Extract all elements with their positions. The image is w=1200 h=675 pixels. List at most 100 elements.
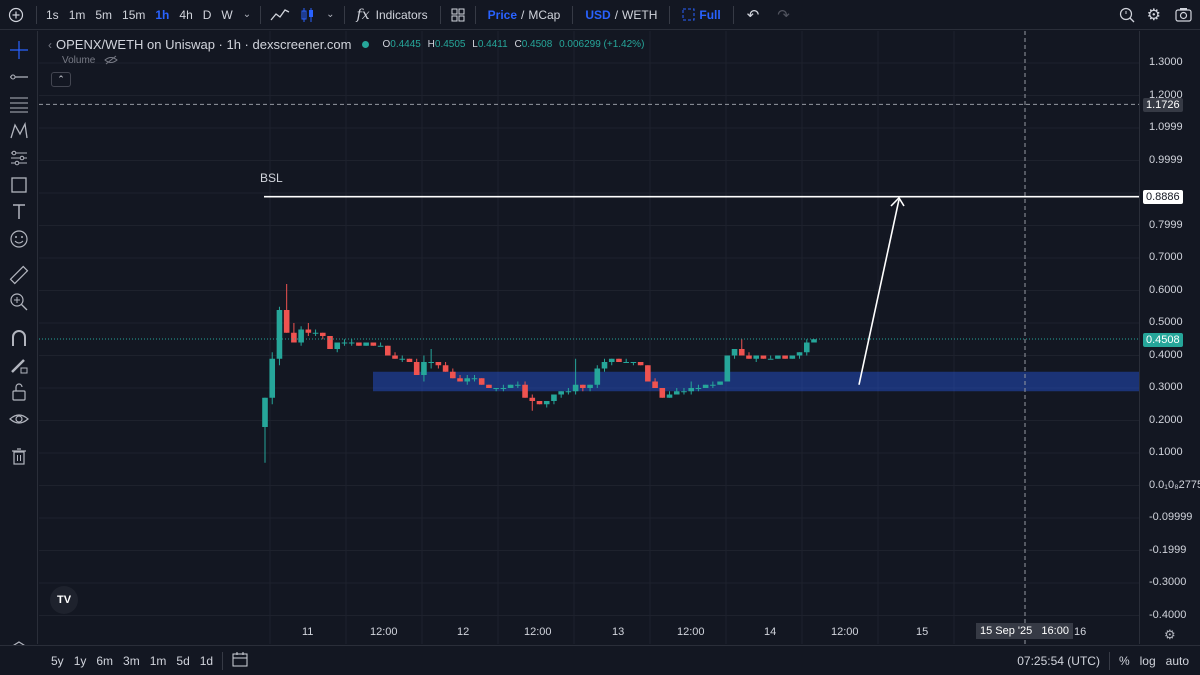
candle-up [551,394,557,401]
text-icon [13,204,25,219]
mcap-option[interactable]: MCap [528,7,561,22]
weth-option[interactable]: WETH [622,7,658,22]
last-price-tag: 0.4508 [1143,333,1183,347]
volume-label: Volume [62,55,96,66]
symbol-title[interactable]: OPENX/WETH on Uniswap · 1h · dexscreener… [56,37,352,52]
candle-chart-type-button[interactable] [295,0,321,30]
high-value: 0.4505 [434,39,466,50]
volume-legend[interactable]: Volume [62,55,118,66]
unlock-icon [12,383,26,401]
price-axis[interactable]: 1.3000 1.2000 1.0999 0.9999 0.7999 0.7000 0.60… [1139,31,1200,644]
fib-tool-button[interactable] [6,147,32,169]
interval-button-4h[interactable]: 4h [179,7,193,22]
crosshair-tool-button[interactable] [6,39,32,61]
goto-date-button[interactable] [227,651,253,670]
low-value: 0.4411 [477,39,508,50]
price-tick: 0.6000 [1149,283,1183,296]
range-button-1y[interactable]: 1y [73,653,87,668]
candle-down [616,358,622,362]
interval-button-1m[interactable]: 1m [68,7,86,22]
axis-settings-button[interactable]: ⚙ [1164,627,1176,643]
trendline-tool-button[interactable] [6,66,32,88]
sliders-icon [11,150,27,166]
quick-search-button[interactable] [1113,0,1141,30]
horizontal-lines-tool-button[interactable] [6,93,32,115]
range-button-6m[interactable]: 6m [96,653,114,668]
demand-zone-box [373,371,1139,392]
candle-down [652,381,658,388]
interval-button-1h[interactable]: 1h [155,7,170,22]
text-tool-button[interactable] [6,201,32,223]
price-option[interactable]: Price [487,7,517,22]
range-button-1d[interactable]: 1d [199,653,214,668]
candle-up [572,384,579,392]
candle-down [450,371,456,379]
screenshot-button[interactable] [1167,0,1200,30]
magnet-tool-button[interactable] [6,327,32,349]
candle-down [746,355,752,359]
auto-scale-button[interactable]: auto [1165,653,1189,668]
range-button-3m[interactable]: 3m [123,653,140,668]
emoji-tool-button[interactable] [6,228,32,250]
chart-pane[interactable]: TV BSL [39,31,1139,644]
pattern-icon [10,121,28,139]
layout-button[interactable] [445,0,471,30]
price-tick: 1.0999 [1149,121,1183,133]
price-tick: 0.9999 [1149,153,1183,166]
close-label: C [514,39,522,50]
interval-button-1s[interactable]: 1s [46,7,59,22]
range-button-5d[interactable]: 5d [176,653,190,668]
range-button-5y[interactable]: 5y [51,653,64,668]
percent-scale-button[interactable]: % [1118,653,1130,668]
tradingview-logo[interactable]: TV [50,586,78,614]
candle-up [731,349,738,356]
line-chart-type-button[interactable] [265,0,295,30]
chart-type-dropdown-button[interactable]: ⌄ [321,0,339,30]
collapse-legend-button[interactable]: ⌃ [51,72,71,87]
log-scale-button[interactable]: log [1139,653,1156,668]
chevron-left-icon[interactable]: ‹ [48,37,52,52]
rectangle-tool-button[interactable] [6,174,32,196]
interval-button-d[interactable]: D [202,7,212,22]
interval-button-5m[interactable]: 5m [95,7,113,22]
interval-button-w[interactable]: W [221,7,233,22]
candle-down [356,342,362,346]
function-icon: fx [356,6,370,23]
hide-drawings-button[interactable] [6,408,32,430]
currency-toggle[interactable]: USD / WETH [577,0,665,30]
indicators-button[interactable]: fx Indicators [349,0,436,30]
candle-down [291,332,297,343]
price-mcap-toggle[interactable]: Price / MCap [480,0,569,30]
usd-option[interactable]: USD [585,7,611,22]
time-axis[interactable]: 11 12:00 12 12:00 13 12:00 14 12:00 15 15 Sep '2… [39,620,1139,644]
candle-up [796,352,803,356]
candle-up [399,358,406,360]
slash-separator: / [614,7,619,22]
add-symbol-button[interactable] [0,0,32,30]
full-button[interactable]: Full [674,0,728,30]
interval-list: 1s 1m 5m 15m 1h 4h D W [41,0,238,30]
undo-button[interactable]: ↶ [738,0,769,30]
utc-clock[interactable]: 07:25:54 (UTC) [1017,653,1100,668]
candle-down [406,358,413,362]
candle-up [515,384,521,386]
candle-up [377,345,384,347]
interval-button-15m[interactable]: 15m [122,7,146,22]
interval-dropdown-button[interactable]: ⌄ [238,0,256,30]
settings-button[interactable]: ⚙ [1141,0,1167,30]
lock-drawings-button[interactable] [6,381,32,403]
eye-off-icon[interactable] [104,55,118,65]
candle-up [695,388,702,389]
pencil-lock-icon [11,359,28,374]
remove-drawings-button[interactable] [6,445,32,467]
range-button-1m[interactable]: 1m [149,653,167,668]
candle-up [543,401,550,405]
keep-drawing-button[interactable] [6,354,32,376]
candle-down [659,388,666,398]
redo-button[interactable]: ↷ [768,0,799,30]
ruler-tool-button[interactable] [6,264,32,286]
chart-canvas[interactable] [39,31,1139,644]
candle-down [522,384,528,398]
zoom-tool-button[interactable] [6,291,32,313]
pattern-tool-button[interactable] [6,120,32,142]
